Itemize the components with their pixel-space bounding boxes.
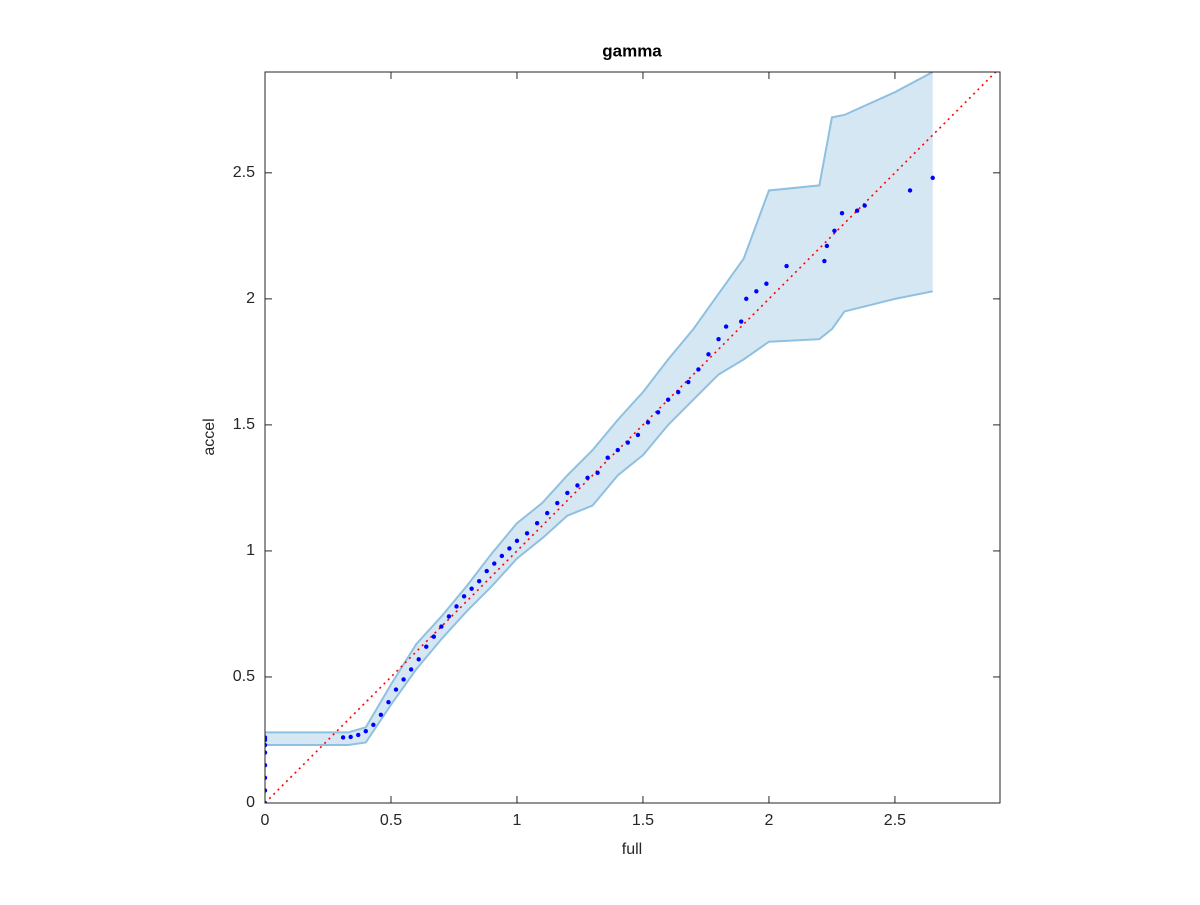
data-point [665,397,671,402]
data-point [565,490,570,496]
y-tick-label: 1.5 [233,416,255,433]
data-point [363,728,368,734]
x-tick-label: 0 [261,812,270,829]
data-point [265,742,268,748]
data-point [371,722,376,728]
data-point [545,510,550,516]
data-point [265,788,268,793]
data-point [744,296,749,302]
data-point [676,389,681,395]
data-point [514,538,520,544]
x-tick-label: 1.5 [632,812,654,829]
data-point [439,624,444,629]
data-point [340,735,346,740]
data-point [832,228,837,234]
data-point [265,735,268,740]
y-tick-label: 0.5 [233,668,255,685]
data-point [265,762,268,768]
data-point [265,775,268,780]
chart-title: gamma [602,41,662,60]
data-point [524,531,530,536]
data-point [401,677,406,682]
data-point [356,732,361,738]
data-point [716,336,721,342]
data-point [424,644,429,649]
y-axis-label: accel [201,418,218,455]
data-point [476,578,482,584]
data-point [822,258,827,264]
band-upper [265,72,934,734]
x-tick-label: 2 [764,812,773,829]
data-point [386,699,391,705]
data-point [348,734,353,740]
x-tick-label: 2.5 [884,812,906,829]
data-point [585,475,590,481]
y-tick-label: 2 [246,290,255,307]
plot-area [265,72,997,803]
y-tick-label: 2.5 [233,164,255,181]
data-point [615,447,620,453]
data-point [575,483,580,488]
data-point [378,712,384,717]
data-point [408,667,414,672]
data-point [706,352,711,357]
band-lower [265,290,933,747]
data-point [534,521,540,526]
data-point [469,586,474,591]
data-point [416,657,421,662]
data-point [431,634,437,639]
data-point [686,379,691,385]
data-point [930,175,935,181]
data-point [265,750,268,755]
data-point [723,324,729,329]
data-point [854,208,860,213]
data-point [764,281,769,286]
data-point [754,289,759,294]
data-point [839,210,845,216]
y-tick-label: 0 [246,794,255,811]
data-point [824,243,830,249]
data-point [862,203,867,208]
data-point [507,546,512,551]
data-point [454,604,459,609]
data-point [625,440,631,445]
data-point [696,367,701,372]
band-fill [265,72,933,746]
data-point [739,319,744,324]
data-point [655,410,661,415]
x-axis-label: full [622,841,642,858]
data-point [499,553,505,559]
axes-box [264,71,1001,804]
data-point [784,263,789,269]
data-point [555,500,560,506]
data-point [595,470,600,475]
data-point [265,800,268,803]
data-point [492,561,497,566]
data-point [461,594,467,599]
data-point [907,188,913,193]
data-point [635,432,641,438]
data-point [393,687,399,692]
y-tick-label: 1 [246,542,255,559]
data-point [446,614,452,619]
x-tick-label: 0.5 [380,812,402,829]
data-point [484,568,489,574]
x-tick-label: 1 [513,812,522,829]
data-point [605,455,610,460]
axes: 0 0.5 1 1.5 2 2.5 0 0.5 1 1.5 2 2.5 [233,71,1001,829]
data-point [645,420,651,425]
